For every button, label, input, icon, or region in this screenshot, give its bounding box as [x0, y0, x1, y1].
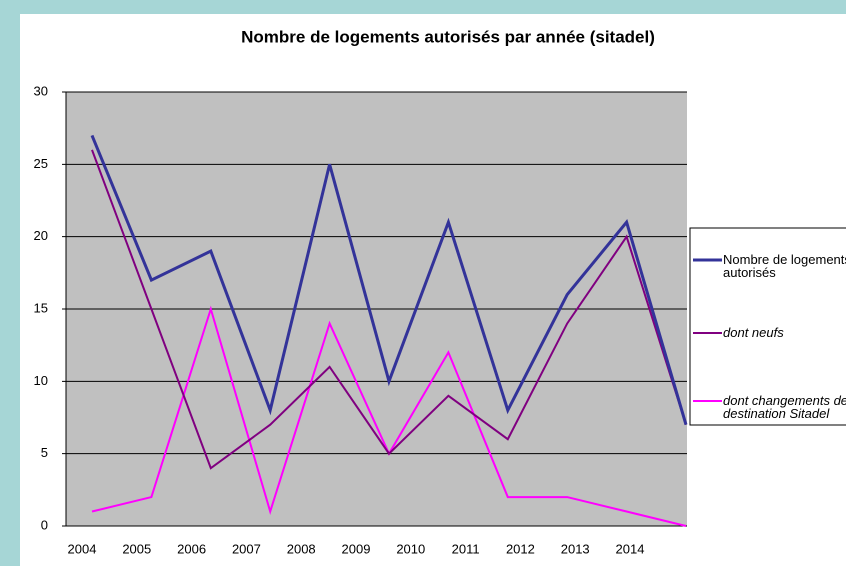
x-tick-label: 2004	[68, 541, 97, 556]
x-tick-label: 2011	[452, 541, 480, 556]
y-tick-label: 25	[34, 156, 48, 171]
x-tick-label: 2006	[177, 541, 206, 556]
x-tick-label: 2008	[287, 541, 316, 556]
x-tick-label: 2012	[506, 541, 535, 556]
y-tick-label: 10	[34, 373, 48, 388]
y-tick-label: 0	[41, 517, 48, 532]
y-tick-label: 15	[34, 300, 48, 315]
line-series	[91, 149, 687, 470]
y-tick-label: 20	[34, 228, 48, 243]
chart-title: Nombre de logements autorisés par année …	[241, 27, 655, 46]
x-tick-label: 2013	[561, 541, 590, 556]
x-tick-label: 2007	[232, 541, 261, 556]
x-tick-label: 2010	[396, 541, 425, 556]
x-tick-label: 2005	[122, 541, 151, 556]
y-tick-label: 30	[34, 83, 48, 98]
x-tick-label: 2009	[342, 541, 371, 556]
legend-label: dont changements de destination Sitadel	[723, 393, 846, 421]
line-series	[90, 134, 688, 426]
legend-label: dont neufs	[723, 325, 784, 340]
legend-label: Nombre de logements autorisés	[723, 252, 846, 280]
x-tick-label: 2014	[616, 541, 645, 556]
y-tick-label: 5	[41, 445, 48, 460]
